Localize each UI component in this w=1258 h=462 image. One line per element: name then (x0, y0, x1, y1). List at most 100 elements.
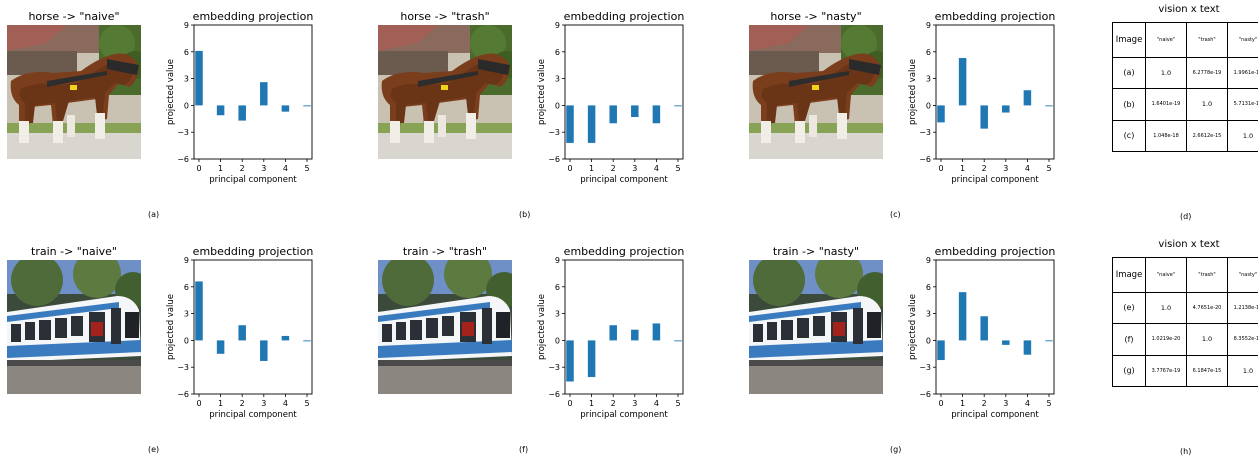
bar-pc-1 (958, 58, 967, 106)
bar-pc-4 (652, 105, 661, 124)
subfigure-label: (h) (1180, 447, 1192, 456)
plot-frame (564, 259, 684, 395)
y-tick-label: −3 (919, 363, 931, 372)
bar-pc-2 (980, 105, 988, 129)
x-axis-label: principal component (580, 410, 668, 420)
bar-pc-4 (281, 105, 290, 112)
bar-pc-4 (281, 335, 290, 341)
table-row: (f)1.0219e-201.08.3552e-16 (1112, 323, 1258, 356)
similarity-cell: 1.6401e-19 (1145, 88, 1187, 121)
row-label: (c) (1112, 119, 1146, 153)
x-tick-label: 4 (654, 164, 659, 173)
embedding-chart: embedding projection −6 −3 0 3 6 9 0 1 2 3 4 5 princi… (901, 3, 1061, 185)
y-tick-label: 9 (555, 256, 560, 265)
y-tick-label: 6 (184, 48, 189, 57)
x-tick-label: 2 (611, 399, 616, 408)
y-tick-label: −3 (177, 128, 189, 137)
chart-svg: embedding projection −6 −3 0 3 6 9 0 1 2 3 4 5 princi… (537, 245, 684, 420)
y-tick-label: 9 (184, 256, 189, 265)
bar-pc-0 (195, 281, 203, 341)
bar-pc-2 (980, 316, 988, 341)
subfigure-label: (e) (148, 445, 160, 454)
x-tick-label: 4 (1025, 164, 1030, 173)
similarity-cell: 1.0219e-20 (1145, 323, 1187, 356)
x-tick-label: 4 (283, 164, 288, 173)
y-axis-label: projected value (908, 294, 918, 360)
bar-pc-3 (260, 82, 268, 106)
y-tick-label: −3 (548, 128, 560, 137)
chart-svg: embedding projection −6 −3 0 3 6 9 0 1 2 3 4 5 princi… (166, 10, 313, 185)
y-tick-label: −6 (548, 390, 560, 399)
header-text-prompt: "trash" (1186, 22, 1228, 58)
image-title: horse -> "naive" (28, 10, 120, 23)
subfigure-label: (d) (1180, 212, 1192, 221)
row-label: (f) (1112, 323, 1146, 356)
horse-photo (378, 25, 512, 159)
bar-pc-5 (674, 340, 682, 342)
table-row: (b)1.6401e-191.05.7131e-15 (1112, 88, 1258, 121)
embedding-chart: embedding projection −6 −3 0 3 6 9 0 1 2 3 4 5 princi… (159, 3, 319, 185)
x-tick-label: 3 (1003, 164, 1008, 173)
y-tick-label: 9 (926, 256, 931, 265)
embedding-chart: embedding projection −6 −3 0 3 6 9 0 1 2 3 4 5 princi… (530, 3, 690, 185)
plot-frame (935, 24, 1055, 160)
x-tick-label: 1 (960, 164, 965, 173)
bar-pc-1 (587, 105, 596, 143)
y-tick-label: −6 (177, 155, 189, 164)
y-axis-label: projected value (537, 59, 547, 125)
header-text-prompt: "trash" (1186, 257, 1228, 293)
similarity-cell: 1.0 (1186, 88, 1228, 121)
y-tick-label: −3 (919, 128, 931, 137)
bar-pc-0 (566, 105, 574, 143)
bar-pc-5 (674, 105, 682, 107)
x-tick-label: 1 (218, 164, 223, 173)
subfigure-label: (c) (890, 210, 901, 219)
embedding-chart: embedding projection −6 −3 0 3 6 9 0 1 2 3 4 5 princi… (159, 238, 319, 420)
bar-pc-5 (303, 340, 311, 342)
similarity-cell: 1.048e-18 (1145, 119, 1187, 153)
chart-title: embedding projection (564, 10, 685, 23)
x-tick-label: 4 (1025, 399, 1030, 408)
x-tick-label: 3 (632, 164, 637, 173)
plot-frame (935, 259, 1055, 395)
similarity-cell: 5.7131e-15 (1227, 88, 1258, 121)
subfigure-label: (b) (519, 210, 531, 219)
bar-pc-1 (587, 340, 596, 378)
y-axis-label: projected value (537, 294, 547, 360)
table-row: (a)1.06.2778e-191.9961e-16 (1112, 56, 1258, 90)
y-tick-label: 0 (926, 336, 931, 345)
y-tick-label: −6 (177, 390, 189, 399)
bar-pc-2 (609, 325, 617, 341)
header-image: Image (1112, 257, 1146, 293)
bar-pc-0 (195, 50, 203, 106)
y-tick-label: 3 (926, 75, 931, 84)
bar-pc-3 (1002, 105, 1010, 113)
horse-photo (7, 25, 141, 159)
y-axis-label: projected value (166, 294, 176, 360)
y-tick-label: 3 (555, 310, 560, 319)
y-tick-label: 6 (555, 283, 560, 292)
x-tick-label: 0 (567, 399, 572, 408)
x-tick-label: 5 (304, 164, 309, 173)
bar-pc-4 (652, 323, 661, 341)
x-tick-label: 5 (1046, 399, 1051, 408)
subfigure-label: (a) (148, 210, 160, 219)
similarity-cell: 4.7651e-20 (1186, 291, 1228, 325)
table-title: vision x text (1158, 4, 1220, 15)
x-axis-label: principal component (580, 175, 668, 185)
y-tick-label: 9 (926, 21, 931, 30)
x-tick-label: 3 (632, 399, 637, 408)
plot-frame (564, 24, 684, 160)
similarity-cell: 6.1847e-15 (1186, 354, 1228, 388)
row-label: (g) (1112, 354, 1146, 388)
x-tick-label: 2 (982, 399, 987, 408)
x-tick-label: 3 (261, 164, 266, 173)
header-text-prompt: "nasty" (1227, 22, 1258, 58)
row-label: (b) (1112, 88, 1146, 121)
y-tick-label: 6 (926, 48, 931, 57)
y-tick-label: −3 (548, 363, 560, 372)
y-tick-label: 3 (184, 75, 189, 84)
table-row: (e)1.04.7651e-201.2138e-18 (1112, 291, 1258, 325)
y-tick-label: 0 (184, 336, 189, 345)
y-tick-label: 3 (555, 75, 560, 84)
